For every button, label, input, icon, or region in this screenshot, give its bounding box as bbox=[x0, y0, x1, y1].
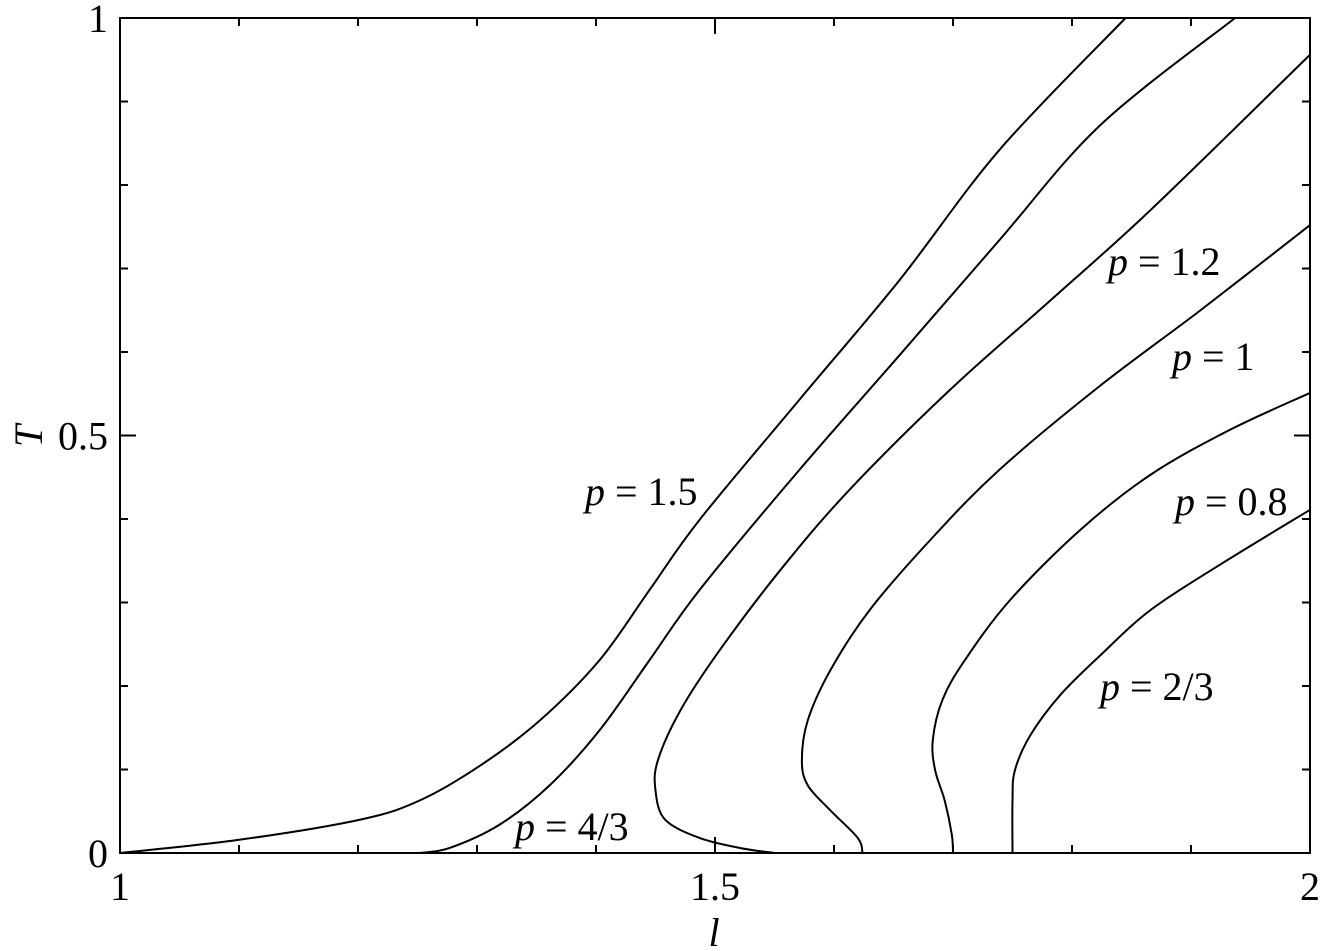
x-tick-label: 2 bbox=[1300, 864, 1320, 909]
curve-label: p = 1 bbox=[1169, 334, 1255, 379]
curve-label: p = 4/3 bbox=[512, 804, 629, 849]
x-tick-label: 1 bbox=[110, 864, 130, 909]
line bbox=[419, 17, 1236, 854]
line bbox=[1011, 508, 1311, 854]
line bbox=[931, 392, 1311, 854]
curve-label: p = 2/3 bbox=[1097, 664, 1214, 709]
curve-label: p = 1.5 bbox=[582, 469, 698, 514]
y-axis-label: T bbox=[6, 422, 51, 447]
line bbox=[800, 224, 1311, 854]
line bbox=[119, 17, 1127, 854]
x-tick-label: 1.5 bbox=[690, 864, 740, 909]
curve-label: p = 0.8 bbox=[1172, 479, 1288, 524]
y-tick-label: 0 bbox=[88, 831, 108, 876]
line bbox=[653, 54, 1311, 854]
y-tick-label: 0.5 bbox=[58, 414, 108, 459]
curve-label: p = 1.2 bbox=[1105, 239, 1221, 284]
plot-frame bbox=[119, 17, 1311, 854]
x-axis-label: l bbox=[708, 910, 719, 951]
y-tick-label: 1 bbox=[88, 0, 108, 41]
